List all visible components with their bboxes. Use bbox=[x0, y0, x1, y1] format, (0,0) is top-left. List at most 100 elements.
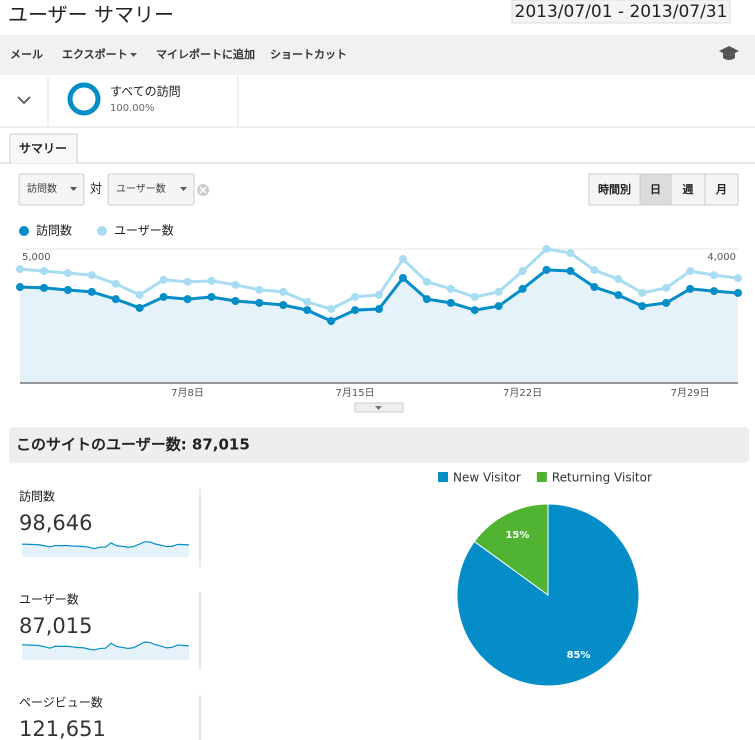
legend-marker bbox=[97, 226, 108, 236]
metric-dropdown[interactable] bbox=[18, 173, 85, 206]
data-point[interactable] bbox=[710, 271, 719, 280]
metric-label: 訪問数 bbox=[19, 489, 55, 504]
data-point[interactable] bbox=[470, 292, 479, 301]
remove-metric[interactable] bbox=[197, 184, 209, 196]
data-point[interactable] bbox=[518, 284, 527, 293]
data-point[interactable] bbox=[183, 277, 192, 286]
data-point[interactable] bbox=[303, 306, 312, 315]
period-button[interactable] bbox=[588, 173, 641, 206]
tab-label[interactable]: サマリー bbox=[19, 142, 67, 156]
data-point[interactable] bbox=[63, 269, 72, 278]
date-range[interactable]: 2013/07/01 - 2013/07/31 bbox=[515, 2, 728, 22]
data-point[interactable] bbox=[279, 287, 288, 296]
data-point[interactable] bbox=[111, 295, 120, 304]
data-point[interactable] bbox=[87, 271, 96, 280]
data-point[interactable] bbox=[590, 266, 599, 275]
data-point[interactable] bbox=[734, 274, 742, 283]
sparkline-area bbox=[22, 642, 189, 660]
academy-icon[interactable] bbox=[719, 46, 739, 60]
data-point[interactable] bbox=[39, 283, 48, 292]
metric-value: 121,651 bbox=[19, 717, 106, 740]
data-point[interactable] bbox=[422, 295, 431, 304]
data-point[interactable] bbox=[375, 290, 383, 299]
metric-dropdown-label[interactable]: ユーザー数 bbox=[116, 182, 166, 195]
data-point[interactable] bbox=[159, 292, 168, 301]
data-point[interactable] bbox=[566, 249, 575, 258]
data-point[interactable] bbox=[327, 317, 336, 326]
summary-title: このサイトのユーザー数: 87,015 bbox=[16, 436, 250, 454]
data-point[interactable] bbox=[686, 267, 695, 276]
data-point[interactable] bbox=[39, 267, 48, 276]
metric-value: 98,646 bbox=[19, 511, 92, 535]
data-point[interactable] bbox=[686, 284, 695, 293]
data-point[interactable] bbox=[207, 292, 216, 301]
data-point[interactable] bbox=[327, 304, 336, 313]
data-point[interactable] bbox=[446, 284, 455, 293]
y2-tick-label: 4,000 bbox=[707, 252, 736, 263]
data-point[interactable] bbox=[542, 245, 551, 253]
period-button[interactable] bbox=[670, 173, 706, 206]
data-point[interactable] bbox=[135, 290, 144, 299]
data-point[interactable] bbox=[614, 275, 623, 284]
data-point[interactable] bbox=[398, 255, 407, 264]
period-button[interactable] bbox=[704, 173, 739, 206]
data-point[interactable] bbox=[279, 301, 288, 310]
toolbar-item[interactable]: メール bbox=[10, 48, 43, 61]
date-box[interactable] bbox=[511, 0, 731, 24]
chart-resize-handle[interactable] bbox=[354, 402, 404, 413]
data-point[interactable] bbox=[63, 286, 72, 295]
pie-slice[interactable] bbox=[473, 503, 549, 596]
period-button-label[interactable]: 日 bbox=[650, 183, 661, 196]
period-button-label[interactable]: 時間別 bbox=[598, 182, 631, 196]
metric-dropdown[interactable] bbox=[107, 173, 195, 206]
period-button[interactable] bbox=[639, 173, 672, 206]
data-point[interactable] bbox=[255, 285, 264, 294]
data-point[interactable] bbox=[566, 266, 575, 275]
data-point[interactable] bbox=[351, 306, 360, 315]
data-point[interactable] bbox=[398, 273, 407, 282]
toolbar-item[interactable]: エクスポート bbox=[62, 47, 128, 61]
expand-chevron[interactable] bbox=[17, 96, 31, 105]
toolbar-item[interactable]: マイレポートに追加 bbox=[156, 47, 255, 61]
data-point[interactable] bbox=[590, 283, 599, 292]
toolbar bbox=[0, 35, 755, 75]
metric-dropdown-label[interactable]: 訪問数 bbox=[27, 182, 57, 195]
metric-label: ページビュー数 bbox=[19, 695, 103, 710]
data-point[interactable] bbox=[542, 265, 551, 274]
data-point[interactable] bbox=[638, 288, 647, 297]
data-point[interactable] bbox=[207, 276, 216, 285]
data-point[interactable] bbox=[470, 306, 479, 315]
data-point[interactable] bbox=[446, 298, 455, 307]
data-point[interactable] bbox=[518, 267, 527, 276]
data-point[interactable] bbox=[255, 298, 264, 307]
data-point[interactable] bbox=[422, 277, 431, 286]
data-point[interactable] bbox=[16, 283, 24, 292]
x-tick-label: 7月8日 bbox=[171, 387, 204, 399]
period-button-label[interactable]: 週 bbox=[683, 182, 694, 196]
data-point[interactable] bbox=[159, 275, 168, 284]
data-point[interactable] bbox=[135, 303, 144, 312]
data-point[interactable] bbox=[16, 265, 24, 274]
data-point[interactable] bbox=[614, 291, 623, 300]
data-point[interactable] bbox=[87, 287, 96, 296]
data-point[interactable] bbox=[303, 297, 312, 306]
data-point[interactable] bbox=[111, 279, 120, 288]
data-point[interactable] bbox=[662, 283, 671, 292]
data-point[interactable] bbox=[183, 295, 192, 304]
data-point[interactable] bbox=[231, 280, 240, 289]
data-point[interactable] bbox=[375, 305, 383, 314]
data-point[interactable] bbox=[662, 298, 671, 307]
toolbar-item[interactable]: ショートカット bbox=[270, 48, 347, 61]
data-point[interactable] bbox=[494, 302, 503, 311]
data-point[interactable] bbox=[638, 302, 647, 311]
segment-name[interactable]: すべての訪問 bbox=[110, 84, 181, 99]
data-point[interactable] bbox=[351, 292, 360, 301]
metric-label: ユーザー数 bbox=[19, 592, 79, 607]
data-point[interactable] bbox=[494, 287, 503, 296]
data-point[interactable] bbox=[231, 296, 240, 305]
data-point[interactable] bbox=[734, 288, 742, 297]
period-button-label[interactable]: 月 bbox=[715, 183, 727, 196]
data-point[interactable] bbox=[710, 287, 719, 296]
tab[interactable] bbox=[9, 133, 78, 163]
